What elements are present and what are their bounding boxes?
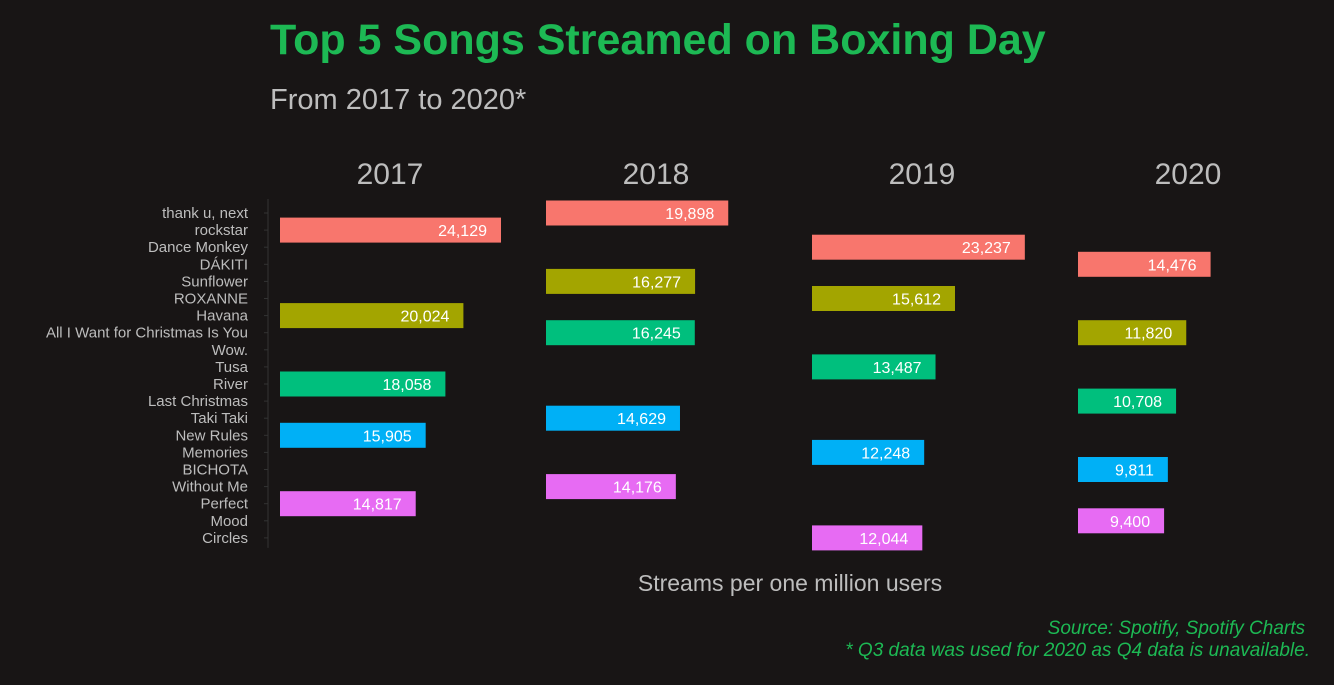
y-tick-label: Sunflower [181, 273, 248, 290]
y-tick-label: Circles [202, 530, 248, 547]
bar-label: 16,277 [632, 274, 681, 291]
bar [1078, 388, 1177, 414]
bar [812, 286, 955, 311]
y-tick-label: Mood [210, 513, 248, 530]
y-tick-label: Without Me [172, 479, 248, 496]
bar [1078, 251, 1211, 277]
x-axis-label: Streams per one million users [638, 570, 942, 596]
bar-label: 12,248 [861, 445, 910, 462]
y-tick-label: All I Want for Christmas Is You [46, 325, 248, 342]
chart-title: Top 5 Songs Streamed on Boxing Day [270, 16, 1046, 64]
bar [1078, 508, 1165, 534]
facet-panel: 2019 23,237 15,612 13,487 12,248 12,044 [812, 158, 1025, 551]
y-tick-label: thank u, next [162, 205, 249, 222]
bar-label: 20,024 [400, 309, 449, 326]
bar-label: 18,058 [382, 377, 431, 394]
bar [280, 303, 464, 329]
facet-label: 2018 [623, 158, 690, 191]
y-tick-label: BICHOTA [182, 462, 248, 479]
bar [812, 354, 936, 380]
bar [546, 200, 729, 226]
y-tick-label: River [213, 376, 248, 393]
bar [812, 439, 925, 465]
facet-panel: 2017 24,129 20,024 18,058 15,905 14,817 [280, 158, 501, 517]
bar-label: 11,820 [1125, 326, 1173, 343]
bar [280, 422, 426, 448]
bar-label: 10,708 [1113, 394, 1162, 411]
bar-label: 14,176 [613, 480, 662, 497]
bar-label: 14,476 [1148, 257, 1197, 274]
y-tick-label: Last Christmas [148, 393, 248, 410]
y-tick-label: Perfect [200, 496, 248, 513]
facets: 2017 24,129 20,024 18,058 15,905 14,817 2018 19… [280, 158, 1222, 551]
bar-label: 23,237 [962, 240, 1011, 257]
bar-label: 16,245 [632, 326, 681, 343]
bar [280, 217, 501, 243]
facet-label: 2020 [1155, 158, 1222, 191]
y-tick-label: Havana [196, 308, 248, 325]
footnote-caption: * Q3 data was used for 2020 as Q4 data i… [845, 640, 1310, 661]
facet-panel: 2018 19,898 16,277 16,245 14,629 14,176 [546, 158, 729, 500]
bar [546, 268, 696, 294]
bar-label: 9,811 [1115, 463, 1154, 480]
facet-panel: 2020 14,476 11,820 10,708 9,811 9,400 [1078, 158, 1222, 534]
y-tick-label: Dance Monkey [148, 239, 249, 256]
source-caption: Source: Spotify, Spotify Charts [1047, 618, 1305, 639]
bar [546, 405, 680, 431]
bar-label: 12,044 [859, 531, 908, 548]
bar-label: 13,487 [873, 360, 922, 377]
bar [812, 525, 923, 551]
chart-subtitle: From 2017 to 2020* [270, 84, 527, 116]
y-tick-label: rockstar [195, 222, 248, 239]
y-tick-label: DÁKITI [200, 256, 248, 273]
bar-label: 9,400 [1110, 514, 1150, 531]
bar-label: 14,629 [617, 411, 666, 428]
bar [1078, 457, 1168, 482]
bar-label: 15,612 [892, 292, 941, 309]
bar-label: 14,817 [353, 497, 402, 514]
y-tick-label: New Rules [175, 427, 248, 444]
bar-label: 24,129 [438, 223, 487, 240]
y-tick-label: ROXANNE [174, 291, 248, 308]
y-tick-label: Memories [182, 444, 248, 461]
facet-label: 2017 [357, 158, 424, 191]
bar [280, 371, 446, 397]
bar-label: 15,905 [363, 428, 412, 445]
bar [280, 491, 416, 517]
y-tick-label: Wow. [212, 342, 248, 359]
y-tick-label: Tusa [215, 359, 248, 376]
bar [1078, 320, 1187, 346]
bar [812, 234, 1025, 260]
facet-label: 2019 [889, 158, 956, 191]
bar [546, 320, 695, 346]
bar [546, 474, 676, 500]
bar-label: 19,898 [665, 206, 714, 223]
y-tick-label: Taki Taki [191, 410, 248, 427]
